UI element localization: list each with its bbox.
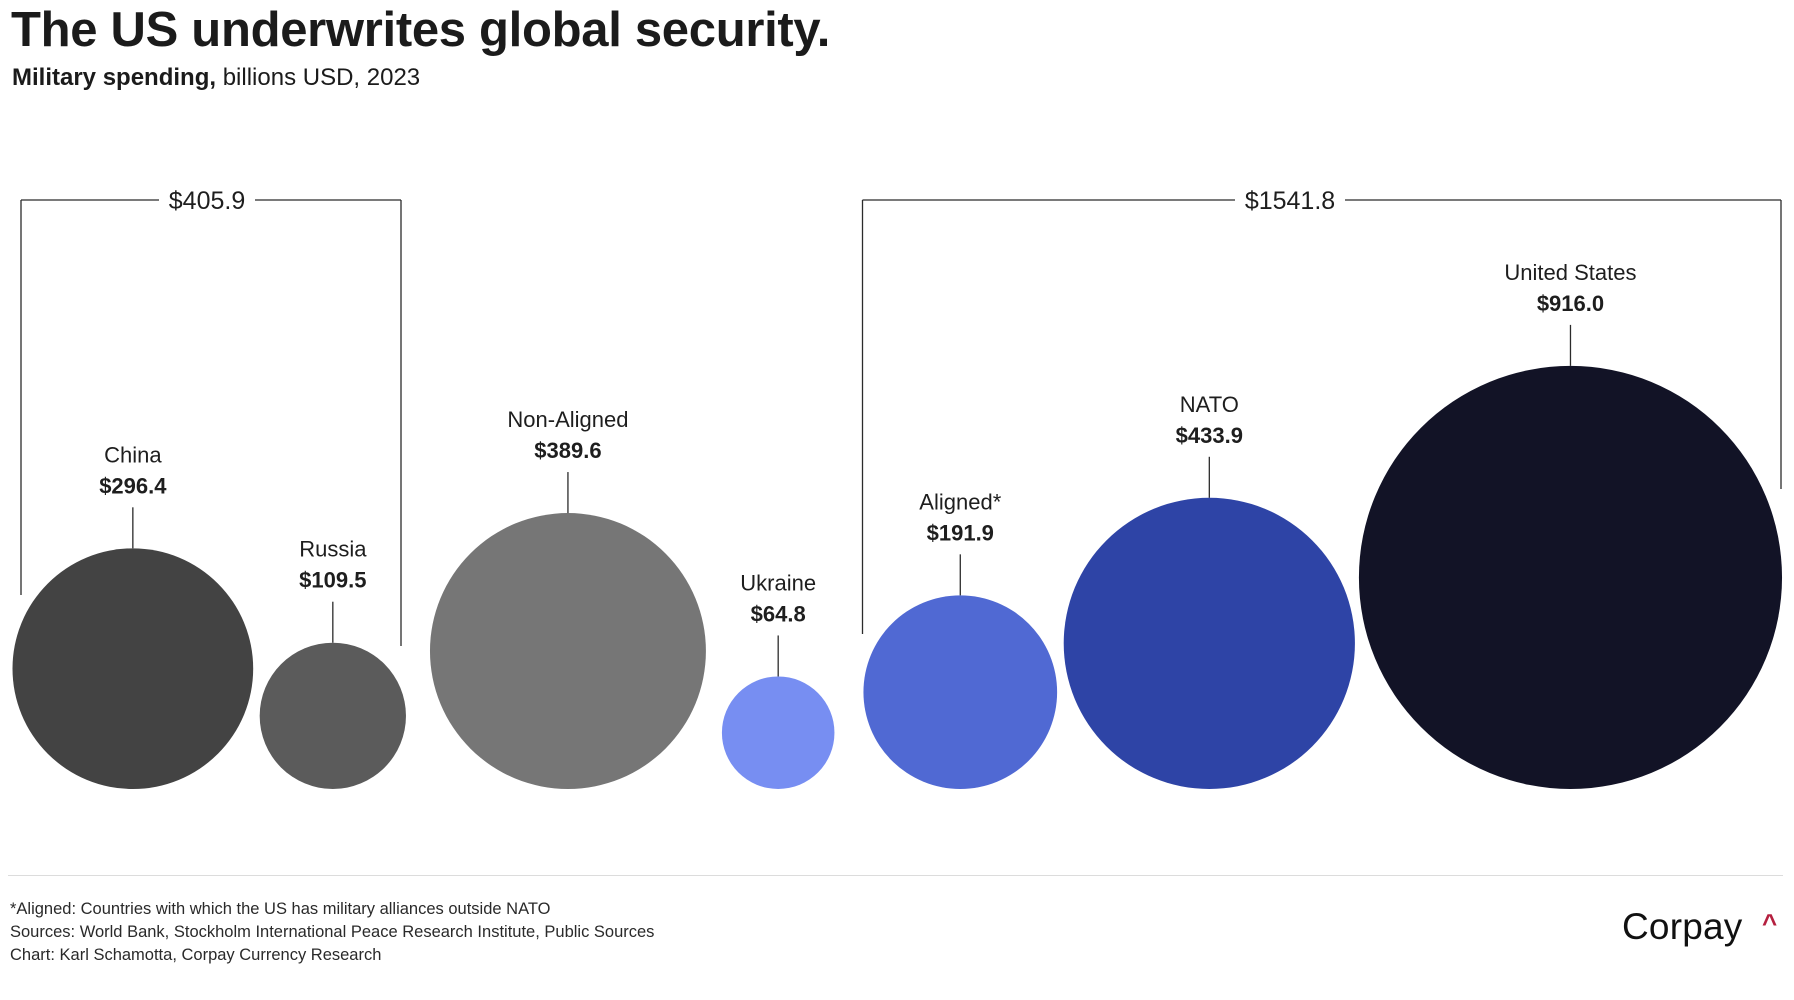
bubble-aligned [863,595,1058,789]
chart-title: The US underwrites global security. [11,3,831,57]
bubble-name-ukraine: Ukraine [740,570,816,595]
bracket-total-china-russia: $405.9 [169,187,245,215]
caret-icon: ^ [1762,908,1778,938]
bubble-name-aligned: Aligned* [919,489,1001,514]
bubble-value-china: $296.4 [99,473,167,498]
footer-divider [8,875,1783,876]
subtitle-measure: Military spending, [12,64,217,91]
footnote-sources: Sources: World Bank, Stockholm Internati… [10,923,655,941]
bubble-ukraine [721,676,835,789]
bubble-russia [259,642,406,789]
bubble-chart: China $296.4 Russia $109.5 Non-Aligned $389.6… [12,187,1783,789]
bubble-name-non-aligned: Non-Aligned [507,407,628,432]
bubble-name-nato: NATO [1180,392,1239,417]
footnote-credit: Chart: Karl Schamotta, Corpay Currency R… [10,946,382,964]
footnote-aligned-definition: *Aligned: Countries with which the US ha… [10,900,551,918]
bubble-value-non-aligned: $389.6 [534,438,601,463]
bubble-name-china: China [104,442,162,467]
logo-wordmark: Corpay [1622,906,1743,947]
bubble-china [12,548,254,789]
bubble-value-ukraine: $64.8 [751,601,806,626]
bubble-value-aligned: $191.9 [927,520,994,545]
bubble-united-states [1358,365,1783,789]
bubble-nato [1063,497,1355,789]
subtitle-units: billions USD, 2023 [216,64,421,91]
bubble-value-nato: $433.9 [1176,423,1243,448]
bubble-value-united-states: $916.0 [1537,291,1604,316]
bracket-total-us-allies: $1541.8 [1245,187,1335,215]
chart-subtitle: Military spending, billions USD, 2023 [12,64,420,92]
bubble-name-russia: Russia [299,537,367,562]
corpay-logo: Corpay ^ [1622,906,1777,954]
bubble-value-russia: $109.5 [299,568,366,593]
bubble-non-aligned [429,513,706,789]
bubble-name-united-states: United States [1504,260,1636,285]
footnotes: *Aligned: Countries with which the US ha… [10,898,654,967]
